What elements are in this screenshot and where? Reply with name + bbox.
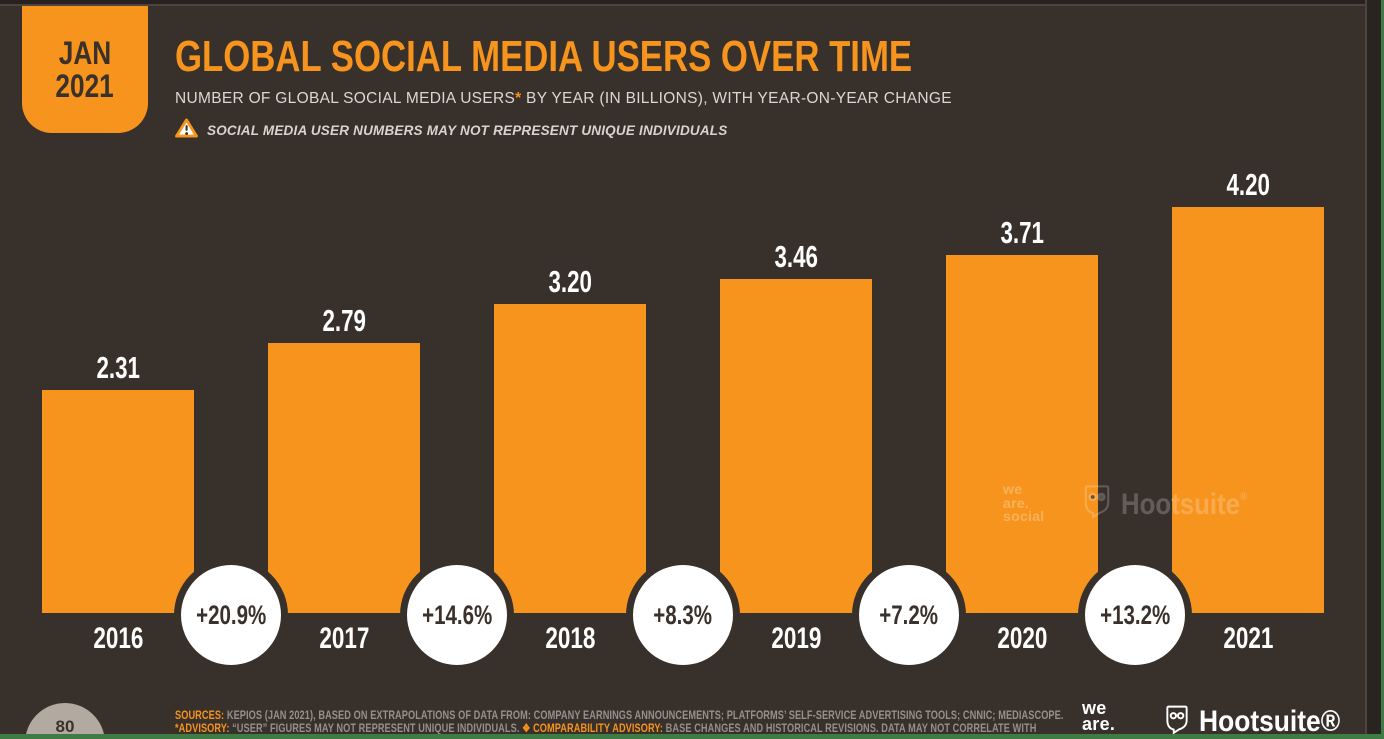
x-axis-label-2016: 2016	[42, 622, 194, 656]
chart-bar-2017	[268, 343, 420, 613]
top-edge-line	[0, 4, 1384, 6]
x-axis-label-2019: 2019	[720, 622, 872, 656]
diamond-icon: ❖	[522, 723, 531, 735]
bar-value-text: 2.79	[322, 303, 366, 338]
comparability-label: COMPARABILITY ADVISORY:	[530, 723, 664, 735]
bar-value-label-2017: 2.79	[268, 301, 420, 339]
warning-icon	[175, 118, 198, 143]
footer-sources: SOURCES: KEPIOS (JAN 2021), BASED ON EXT…	[175, 710, 1064, 736]
bar-value-label-2021: 4.20	[1172, 165, 1324, 203]
x-axis-label-2017: 2017	[268, 622, 420, 656]
advisory-note: SOCIAL MEDIA USER NUMBERS MAY NOT REPRES…	[175, 118, 727, 143]
bar-value-text: 3.46	[774, 239, 818, 274]
yoy-change-text: +7.2%	[879, 599, 939, 630]
page-title: GLOBAL SOCIAL MEDIA USERS OVER TIME	[175, 32, 913, 81]
hootsuite-watermark: Hootsuite®	[1082, 484, 1267, 525]
right-edge-line	[1365, 0, 1367, 739]
bar-value-text: 3.71	[1000, 215, 1044, 250]
comparability-text: BASE CHANGES AND HISTORICAL REVISIONS. D…	[663, 723, 1037, 735]
bar-value-text: 4.20	[1226, 167, 1270, 202]
screen-edge-right	[1381, 0, 1384, 739]
we-are-social-watermark: we are. social	[1003, 481, 1045, 524]
x-axis-year-text: 2016	[92, 622, 144, 655]
logo-line: are.	[1082, 714, 1116, 734]
yoy-change-text: +14.6%	[421, 599, 493, 630]
registered-mark: ®	[1239, 490, 1247, 503]
chart-bar-2021	[1172, 207, 1324, 613]
bar-value-label-2019: 3.46	[720, 237, 872, 275]
subtitle: NUMBER OF GLOBAL SOCIAL MEDIA USERS* BY …	[175, 90, 952, 108]
chart-bar-2019	[720, 279, 872, 613]
x-axis-year-text: 2017	[318, 622, 370, 655]
right-edge-strip	[1367, 0, 1381, 739]
watermark-line: we	[1003, 481, 1023, 497]
yoy-change-text: +13.2%	[1099, 599, 1171, 630]
footer-line-1: SOURCES: KEPIOS (JAN 2021), BASED ON EXT…	[175, 710, 1064, 723]
yoy-change-circle-5: +13.2%	[1085, 565, 1185, 665]
subtitle-text-suffix: BY YEAR (IN BILLIONS), WITH YEAR-ON-YEAR…	[521, 90, 952, 107]
hootsuite-logo-text: Hootsuite®	[1199, 705, 1341, 738]
page-number: 80	[55, 717, 75, 736]
sources-text: KEPIOS (JAN 2021), BASED ON EXTRAPOLATIO…	[224, 710, 1064, 722]
x-axis-year-text: 2019	[770, 622, 822, 655]
yoy-change-circle-4: +7.2%	[859, 565, 959, 665]
we-are-social-logo: we are.	[1082, 698, 1116, 734]
bar-value-label-2020: 3.71	[946, 213, 1098, 251]
bar-value-label-2018: 3.20	[494, 262, 646, 300]
bar-value-label-2016: 2.31	[42, 348, 194, 386]
hootsuite-owl-icon	[1082, 484, 1112, 525]
x-axis-label-2021: 2021	[1172, 622, 1324, 656]
yoy-change-circle-1: +20.9%	[181, 565, 281, 665]
chart-bar-2016	[42, 390, 194, 613]
x-axis-label-2020: 2020	[946, 622, 1098, 656]
yoy-change-text: +8.3%	[653, 599, 713, 630]
hootsuite-owl-icon	[1164, 705, 1190, 739]
watermark-line: social	[1003, 508, 1045, 524]
date-badge-year: 2021	[55, 67, 115, 104]
x-axis-year-text: 2021	[1222, 622, 1274, 655]
advisory-footer-text: “USER” FIGURES MAY NOT REPRESENT UNIQUE …	[229, 723, 523, 735]
x-axis-label-2018: 2018	[494, 622, 646, 656]
hootsuite-logo: Hootsuite®	[1164, 705, 1359, 739]
watermark-line: are.	[1003, 494, 1030, 511]
yoy-change-circle-3: +8.3%	[633, 565, 733, 665]
x-axis-year-text: 2020	[996, 622, 1048, 655]
logo-line: we	[1082, 698, 1107, 718]
yoy-change-text: +20.9%	[195, 599, 267, 630]
subtitle-text: NUMBER OF GLOBAL SOCIAL MEDIA USERS	[175, 90, 516, 107]
chart-bar-2018	[494, 304, 646, 613]
top-edge-strip	[0, 0, 1384, 4]
date-badge-month: JAN	[58, 34, 112, 71]
advisory-label: *ADVISORY:	[175, 723, 230, 735]
footer-line-2: *ADVISORY: “USER” FIGURES MAY NOT REPRES…	[175, 723, 1064, 736]
yoy-change-circle-2: +14.6%	[407, 565, 507, 665]
subtitle-asterisk: *	[515, 90, 522, 107]
chart-bar-2020	[946, 255, 1098, 613]
screen-edge-bottom	[0, 734, 1384, 739]
bar-value-text: 2.31	[96, 350, 140, 385]
x-axis-year-text: 2018	[544, 622, 596, 655]
advisory-text: SOCIAL MEDIA USER NUMBERS MAY NOT REPRES…	[207, 123, 728, 138]
hootsuite-watermark-text: Hootsuite®	[1121, 487, 1247, 521]
bar-value-text: 3.20	[548, 264, 592, 299]
sources-label: SOURCES:	[175, 710, 225, 722]
date-badge: JAN 2021	[22, 6, 148, 133]
